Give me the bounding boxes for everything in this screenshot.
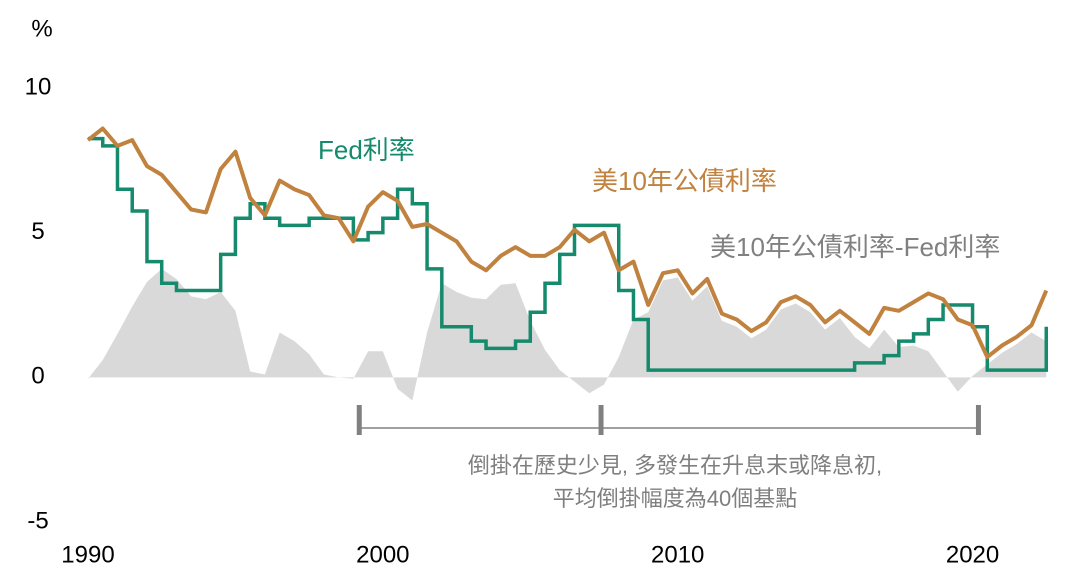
inversion-marker xyxy=(975,405,981,435)
y-axis-label: % xyxy=(31,15,52,42)
x-tick-label: 2020 xyxy=(946,541,999,568)
spread-area xyxy=(88,268,1047,401)
x-tick-label: 1990 xyxy=(61,541,114,568)
y-tick-label: 5 xyxy=(31,218,44,245)
y-tick-label: 10 xyxy=(25,73,52,100)
annotation-text: 倒掛在歷史少見, 多發生在升息末或降息初, xyxy=(468,453,882,478)
series-label: Fed利率 xyxy=(318,135,415,165)
series-label: 美10年公債利率 xyxy=(592,166,777,196)
inversion-marker xyxy=(356,405,362,435)
fed-rate-line xyxy=(88,136,1049,372)
y-tick-label: 0 xyxy=(31,363,44,390)
treasury-line xyxy=(86,126,1049,360)
y-tick-label: -5 xyxy=(27,507,48,534)
inversion-marker xyxy=(598,405,604,435)
x-tick-label: 2000 xyxy=(356,541,409,568)
series-label: 美10年公債利率-Fed利率 xyxy=(710,232,1000,262)
annotation-text: 平均倒掛幅度為40個基點 xyxy=(553,486,797,511)
x-tick-label: 2010 xyxy=(651,541,704,568)
